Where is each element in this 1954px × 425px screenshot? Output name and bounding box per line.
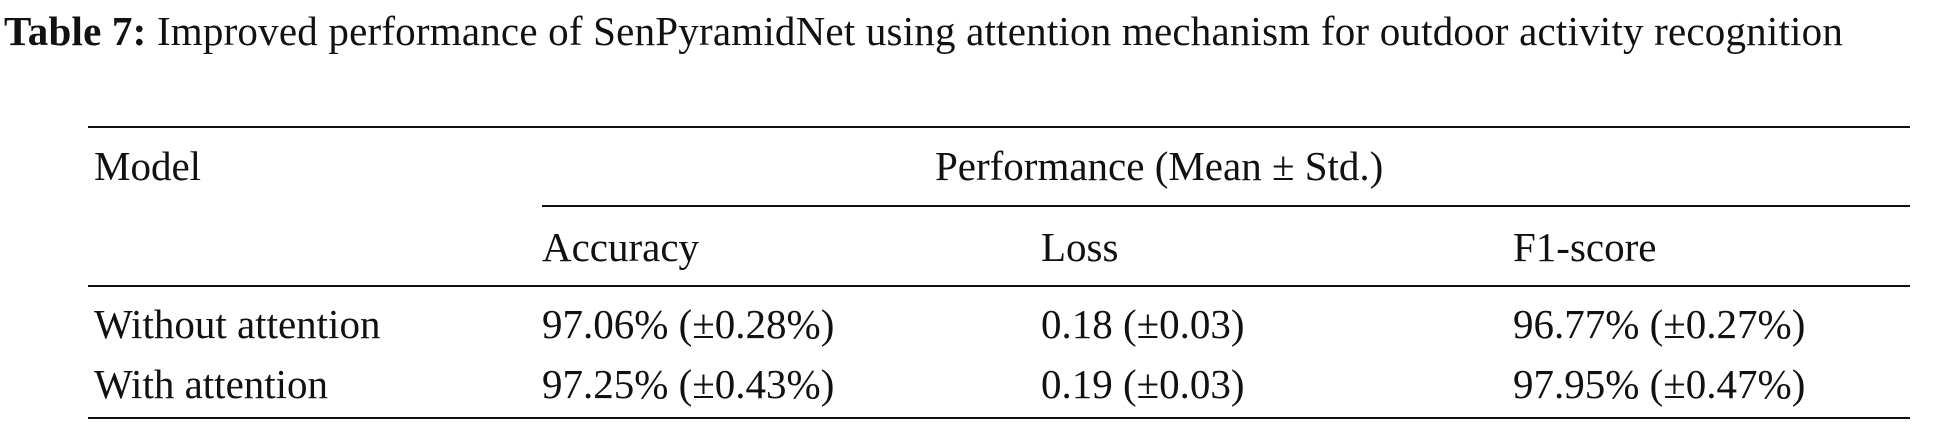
row-loss-cell: 0.18 (±0.03) bbox=[1041, 301, 1245, 347]
header-bottom-rule bbox=[88, 285, 1910, 287]
caption-text: Improved performance of SenPyramidNet us… bbox=[156, 8, 1844, 54]
row-f1-cell: 97.95% (±0.47%) bbox=[1513, 361, 1806, 407]
header-performance-group: Performance (Mean ± Std.) bbox=[935, 143, 1384, 189]
row-accuracy-cell: 97.25% (±0.43%) bbox=[542, 361, 835, 407]
row-f1-cell: 96.77% (±0.27%) bbox=[1513, 301, 1806, 347]
caption-label: Table 7: bbox=[4, 8, 147, 54]
row-model-cell: With attention bbox=[94, 361, 329, 407]
table-top-rule bbox=[88, 126, 1910, 128]
group-header-rule bbox=[542, 205, 1910, 207]
row-loss-cell: 0.19 (±0.03) bbox=[1041, 361, 1245, 407]
row-model-cell: Without attention bbox=[94, 301, 381, 347]
table-caption: Table 7: Improved performance of SenPyra… bbox=[4, 6, 1950, 56]
header-model: Model bbox=[94, 143, 202, 189]
header-f1-score: F1-score bbox=[1513, 224, 1657, 270]
header-loss: Loss bbox=[1041, 224, 1119, 270]
row-accuracy-cell: 97.06% (±0.28%) bbox=[542, 301, 835, 347]
header-accuracy: Accuracy bbox=[542, 224, 700, 270]
table-bottom-rule bbox=[88, 417, 1910, 419]
